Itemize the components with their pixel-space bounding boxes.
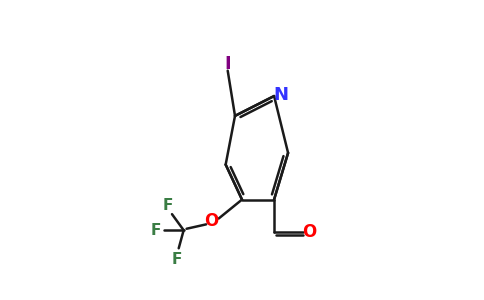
Text: F: F xyxy=(163,199,173,214)
Text: F: F xyxy=(171,253,182,268)
Text: I: I xyxy=(225,55,231,73)
Text: O: O xyxy=(204,212,218,230)
Text: F: F xyxy=(150,223,161,238)
Text: N: N xyxy=(273,85,288,103)
Text: O: O xyxy=(302,223,317,241)
